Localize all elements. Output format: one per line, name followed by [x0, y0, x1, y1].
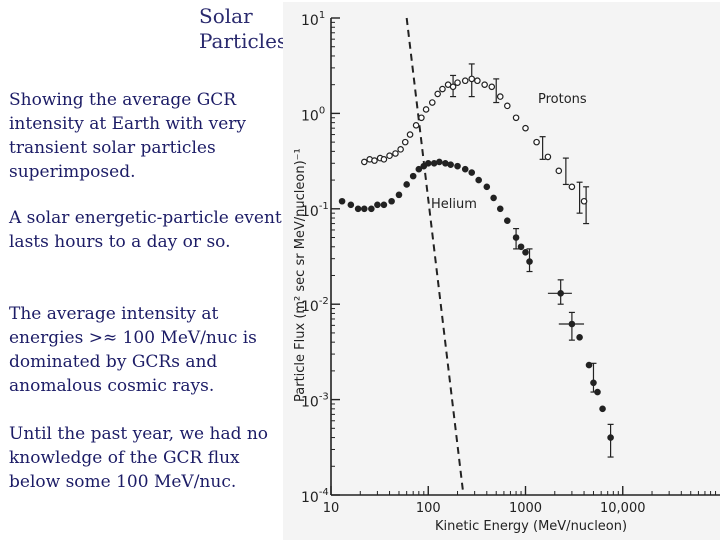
helium-point — [568, 320, 576, 328]
helium-point — [522, 248, 529, 256]
helium-point — [454, 162, 461, 170]
helium-point — [512, 234, 520, 241]
helium-point — [403, 181, 410, 188]
helium-point — [557, 290, 564, 297]
helium-point — [576, 333, 583, 341]
helium-point — [338, 197, 346, 205]
helium-point — [475, 176, 482, 184]
solar-particles-label: Solar Particles — [199, 4, 287, 54]
x-tick-label: 1000 — [509, 501, 542, 516]
y-tick-label: 100 — [301, 105, 325, 124]
protons-point — [371, 157, 378, 164]
annotation-protons: Protons — [538, 92, 587, 107]
protons-point — [544, 153, 552, 161]
solar-dashed-line — [405, 17, 465, 496]
helium-point — [395, 191, 403, 199]
helium-point — [442, 159, 449, 167]
helium-point — [468, 169, 476, 176]
protons-point — [449, 83, 457, 91]
protons-point — [468, 75, 476, 83]
protons-point — [555, 167, 563, 175]
helium-point — [354, 205, 362, 213]
protons-point — [439, 85, 446, 93]
helium-point — [607, 434, 614, 441]
protons-point — [580, 197, 588, 205]
helium-point — [585, 361, 593, 369]
x-axis-label: Kinetic Energy (MeV/nucleon) — [435, 519, 627, 534]
protons-point — [401, 138, 409, 146]
protons-point — [422, 106, 430, 113]
protons-point — [397, 146, 404, 153]
helium-point — [380, 201, 388, 209]
protons-point — [434, 90, 441, 98]
flux-chart: 10-4 10-3 10-2 10-1 100 101 10 100 1000 10,000 Pr… — [283, 2, 720, 540]
helium-point — [517, 243, 525, 251]
helium-point — [496, 205, 504, 213]
helium-point — [415, 165, 423, 173]
protons-point — [481, 81, 488, 88]
protons-point — [496, 93, 504, 100]
helium-point — [504, 217, 511, 225]
y-axis-label: Particle Flux (m² sec sr MeV/nucleon)⁻¹ — [293, 148, 308, 402]
protons-point — [392, 150, 399, 157]
helium-point — [430, 159, 438, 167]
helium-point — [447, 161, 454, 168]
helium-point — [461, 165, 469, 173]
y-tick-label: 10-4 — [301, 487, 329, 506]
solar-label-line1: Solar — [199, 4, 253, 28]
helium-point — [361, 205, 368, 213]
helium-point — [368, 205, 375, 213]
paragraph-average-gcr: Showing the average GCR intensity at Ear… — [9, 90, 247, 182]
y-tick-label: 10-3 — [301, 392, 329, 411]
helium-point — [424, 159, 432, 167]
protons-point — [361, 158, 368, 166]
helium-point — [409, 172, 417, 180]
helium-point — [526, 258, 533, 265]
paragraph-sep-event: A solar energetic-particle event lasts h… — [9, 208, 282, 252]
helium-point — [436, 158, 443, 166]
y-tick-label: 10-2 — [301, 296, 329, 315]
protons-point — [474, 77, 481, 85]
helium-point — [594, 388, 601, 396]
solar-label-line2: Particles — [199, 29, 288, 53]
protons-point — [412, 122, 420, 129]
helium-point — [590, 379, 597, 387]
y-tick-label: 10-1 — [301, 201, 329, 220]
protons-point — [512, 114, 520, 122]
paragraph-past-year: Until the past year, we had no knowledge… — [9, 424, 269, 492]
protons-point — [504, 102, 511, 110]
protons-point — [488, 83, 496, 91]
protons-point — [380, 156, 388, 163]
protons-point — [533, 138, 540, 146]
helium-point — [388, 197, 395, 205]
helium-point — [599, 405, 606, 413]
protons-point — [522, 124, 529, 132]
protons-point — [568, 183, 576, 191]
chart-background — [283, 2, 720, 540]
protons-point — [454, 79, 461, 86]
protons-point — [461, 77, 469, 85]
helium-point — [374, 201, 381, 209]
helium-point — [483, 183, 491, 191]
protons-point — [386, 152, 393, 160]
y-tick-label: 101 — [301, 10, 325, 29]
helium-point — [490, 194, 497, 202]
helium-point — [347, 201, 355, 209]
x-tick-label: 10,000 — [600, 501, 646, 516]
protons-point — [428, 99, 436, 106]
protons-point — [406, 131, 414, 138]
annotation-helium: Helium — [431, 197, 477, 212]
paragraph-average-intensity: The average intensity at energies >≈ 100… — [9, 304, 257, 396]
x-tick-label: 10 — [323, 501, 340, 516]
x-tick-label: 100 — [416, 501, 441, 516]
